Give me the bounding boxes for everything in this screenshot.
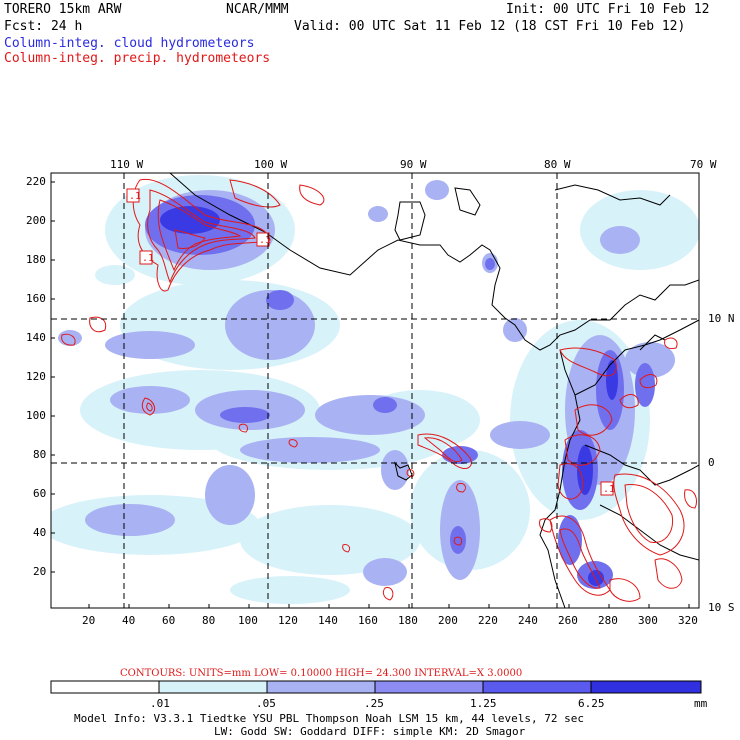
contour-box-label: .1 (603, 484, 615, 495)
model-physics: LW: Godd SW: Goddard DIFF: simple KM: 2D… (214, 725, 526, 738)
y-tick-label: 60 (33, 487, 47, 500)
x-tick-label: 200 (438, 614, 458, 627)
lat-label: 0 (708, 456, 715, 469)
y-tick-label: 40 (33, 526, 47, 539)
map-frame (50, 172, 700, 609)
lat-label: 10 S (708, 601, 735, 614)
model-info: Model Info: V3.3.1 Tiedtke YSU PBL Thomp… (74, 712, 584, 725)
colorbar-level: 1.25 (470, 697, 497, 710)
y-tick-label: 160 (26, 292, 46, 305)
x-tick-label: 300 (638, 614, 658, 627)
colorbar-level: .01 (150, 697, 170, 710)
y-tick-label: 180 (26, 253, 46, 266)
x-tick-label: 60 (162, 614, 176, 627)
x-tick-label: 160 (358, 614, 378, 627)
x-tick-label: 220 (478, 614, 498, 627)
y-tick-label: 140 (26, 331, 46, 344)
x-tick-label: 240 (518, 614, 538, 627)
x-tick-label: 80 (202, 614, 216, 627)
y-tick-label: 100 (26, 409, 46, 422)
y-tick-label: 20 (33, 565, 47, 578)
precip-contours (61, 178, 698, 602)
x-tick-label: 20 (82, 614, 96, 627)
y-tick-label: 80 (33, 448, 47, 461)
contour-label-boxes (126, 188, 614, 496)
latlon-grid (51, 173, 699, 608)
colorbar-units: mm (694, 697, 708, 710)
x-tick-label: 260 (558, 614, 578, 627)
field-cloud-label: Column-integ. cloud hydrometeors (4, 36, 255, 51)
contour-box-label: .1 (129, 191, 141, 202)
valid-time: Valid: 00 UTC Sat 11 Feb 12 (18 CST Fri … (294, 19, 686, 34)
cloud-shading (51, 175, 699, 604)
contour-info: CONTOURS: UNITS=mm LOW= 0.10000 HIGH= 24… (120, 668, 523, 679)
contour-box-label: .1 (259, 235, 271, 246)
x-tick-label: 320 (678, 614, 698, 627)
colorbar-level: .05 (256, 697, 276, 710)
x-tick-label: 100 (238, 614, 258, 627)
init-time: Init: 00 UTC Fri 10 Feb 12 (506, 2, 710, 17)
model-title: TORERO 15km ARW (4, 2, 122, 17)
lat-label: 10 N (708, 312, 735, 325)
x-tick-label: 280 (598, 614, 618, 627)
y-tick-label: 120 (26, 370, 46, 383)
lon-label: 70 W (690, 158, 717, 171)
y-tick-label: 200 (26, 214, 46, 227)
x-tick-label: 140 (318, 614, 338, 627)
colorbar-level: 6.25 (578, 697, 605, 710)
field-precip-label: Column-integ. precip. hydrometeors (4, 51, 271, 66)
x-tick-label: 40 (122, 614, 136, 627)
forecast-hour: Fcst: 24 h (4, 19, 83, 34)
organization-label: NCAR/MMM (226, 2, 289, 17)
colorbar-level: .25 (364, 697, 384, 710)
x-tick-label: 120 (278, 614, 298, 627)
colorbar (50, 680, 702, 694)
lon-label: 80 W (544, 158, 571, 171)
axis-ticks (51, 181, 690, 608)
lon-label: 90 W (400, 158, 427, 171)
coastline (169, 173, 699, 608)
x-tick-label: 180 (398, 614, 418, 627)
lon-label: 100 W (254, 158, 288, 171)
y-tick-label: 220 (26, 175, 46, 188)
lon-label: 110 W (110, 158, 144, 171)
contour-box-label: .1 (142, 253, 154, 264)
